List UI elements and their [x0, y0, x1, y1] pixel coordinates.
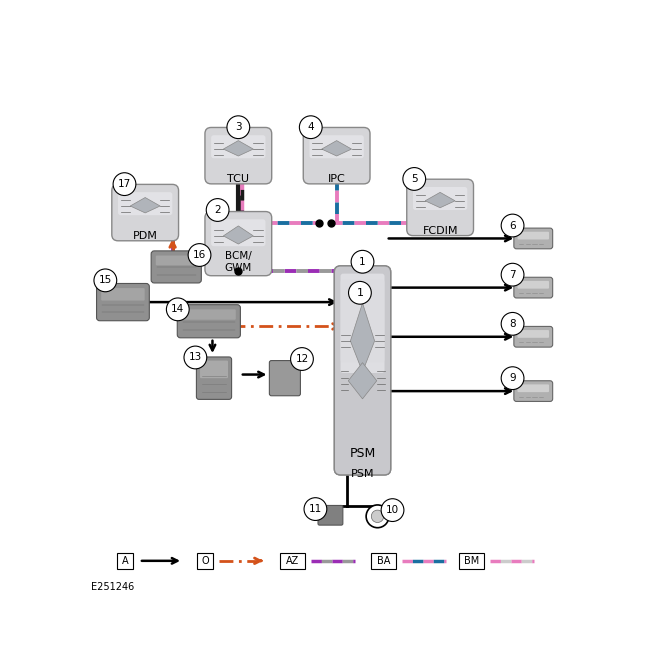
FancyBboxPatch shape: [303, 128, 370, 184]
Bar: [459, 552, 484, 569]
Text: PSM: PSM: [351, 469, 374, 479]
Text: 15: 15: [99, 276, 112, 286]
FancyBboxPatch shape: [318, 505, 343, 525]
Text: 8: 8: [509, 319, 516, 329]
FancyBboxPatch shape: [205, 128, 271, 184]
Circle shape: [501, 263, 524, 286]
Bar: [280, 552, 305, 569]
Text: 17: 17: [118, 179, 131, 189]
FancyBboxPatch shape: [196, 357, 232, 399]
Text: 1: 1: [360, 257, 366, 267]
FancyBboxPatch shape: [269, 361, 300, 396]
FancyBboxPatch shape: [334, 266, 390, 475]
FancyBboxPatch shape: [151, 251, 202, 283]
Text: 1: 1: [356, 288, 364, 298]
Text: O: O: [202, 556, 209, 566]
Polygon shape: [130, 198, 160, 213]
Text: 3: 3: [235, 122, 242, 132]
FancyBboxPatch shape: [514, 381, 552, 401]
Circle shape: [349, 282, 372, 304]
FancyBboxPatch shape: [211, 219, 265, 246]
Text: 16: 16: [193, 250, 206, 260]
FancyBboxPatch shape: [407, 179, 474, 236]
Circle shape: [501, 367, 524, 390]
Circle shape: [167, 298, 190, 321]
Text: 6: 6: [509, 220, 516, 230]
FancyBboxPatch shape: [211, 135, 265, 159]
FancyBboxPatch shape: [182, 309, 236, 320]
Polygon shape: [425, 192, 455, 208]
FancyBboxPatch shape: [177, 304, 241, 338]
Circle shape: [184, 346, 207, 369]
Circle shape: [304, 498, 327, 521]
FancyBboxPatch shape: [205, 212, 271, 276]
Bar: [198, 552, 213, 569]
Circle shape: [501, 214, 524, 237]
Text: TCU: TCU: [227, 174, 249, 184]
Polygon shape: [348, 363, 377, 399]
Polygon shape: [223, 226, 253, 244]
Text: 9: 9: [509, 373, 516, 383]
FancyBboxPatch shape: [310, 135, 364, 159]
Text: 2: 2: [214, 205, 221, 215]
Text: BA: BA: [376, 556, 390, 566]
FancyBboxPatch shape: [517, 232, 549, 239]
Text: 12: 12: [296, 354, 308, 364]
Circle shape: [188, 244, 211, 266]
Circle shape: [372, 510, 384, 523]
Circle shape: [366, 505, 389, 528]
FancyBboxPatch shape: [97, 284, 149, 321]
FancyBboxPatch shape: [517, 330, 549, 338]
FancyBboxPatch shape: [101, 288, 144, 300]
Circle shape: [113, 173, 136, 196]
FancyBboxPatch shape: [514, 228, 552, 249]
FancyBboxPatch shape: [112, 184, 179, 241]
Text: AZ: AZ: [286, 556, 299, 566]
FancyBboxPatch shape: [517, 384, 549, 392]
Polygon shape: [322, 140, 351, 156]
Polygon shape: [223, 140, 253, 156]
FancyBboxPatch shape: [514, 278, 552, 298]
Text: BM: BM: [464, 556, 478, 566]
FancyBboxPatch shape: [118, 192, 172, 215]
Text: 10: 10: [386, 505, 399, 515]
Circle shape: [227, 116, 250, 138]
Circle shape: [351, 251, 374, 273]
Circle shape: [290, 347, 313, 370]
FancyBboxPatch shape: [156, 255, 197, 265]
Circle shape: [94, 269, 117, 292]
Circle shape: [381, 499, 404, 521]
Text: IPC: IPC: [328, 174, 345, 184]
Text: 13: 13: [189, 353, 202, 362]
Text: 4: 4: [308, 122, 314, 132]
Text: FCDIM: FCDIM: [423, 226, 458, 236]
Text: 7: 7: [509, 269, 516, 280]
Text: E251246: E251246: [91, 582, 134, 592]
Circle shape: [403, 167, 425, 190]
FancyBboxPatch shape: [200, 361, 228, 378]
Bar: [117, 552, 133, 569]
Text: PSM: PSM: [349, 447, 376, 460]
Circle shape: [501, 312, 524, 335]
Text: BCM/
GWM: BCM/ GWM: [224, 251, 252, 273]
FancyBboxPatch shape: [341, 274, 384, 373]
Polygon shape: [350, 303, 374, 372]
FancyBboxPatch shape: [517, 281, 549, 289]
Circle shape: [206, 199, 229, 221]
Circle shape: [300, 116, 322, 138]
FancyBboxPatch shape: [514, 327, 552, 347]
FancyBboxPatch shape: [334, 266, 390, 475]
Bar: [371, 552, 396, 569]
FancyBboxPatch shape: [413, 187, 467, 210]
FancyBboxPatch shape: [341, 280, 384, 363]
Text: A: A: [122, 556, 128, 566]
Text: 5: 5: [411, 174, 417, 184]
Text: 11: 11: [309, 504, 322, 514]
Text: 14: 14: [171, 304, 184, 314]
Text: PDM: PDM: [133, 231, 158, 241]
